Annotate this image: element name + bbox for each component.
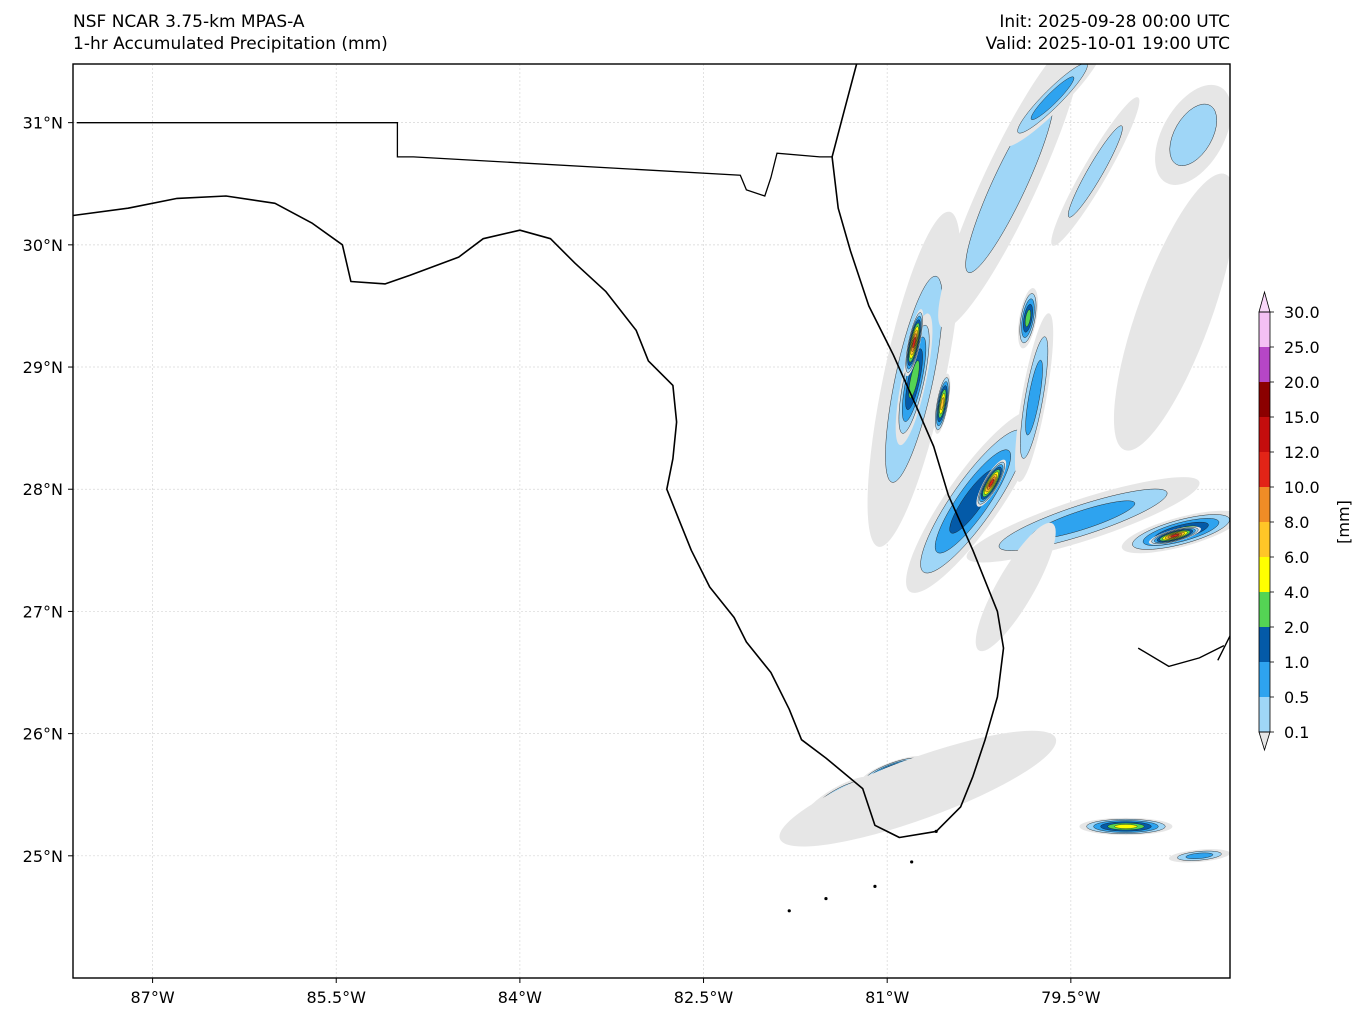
map-frame [72, 63, 1231, 979]
valid-time: Valid: 2025-10-01 19:00 UTC [985, 34, 1230, 54]
colorbar-tick-label: 8.0 [1284, 513, 1309, 532]
precip-contour [1185, 852, 1214, 859]
colorbar-tick-label: 12.0 [1284, 443, 1320, 462]
bahamas-coastline [1217, 635, 1230, 661]
lat-tick-label: 25°N [23, 847, 63, 866]
florida-keys-island [934, 829, 938, 833]
colorbar-tick-label: 20.0 [1284, 373, 1320, 392]
lon-tick-label: 79.5°W [1041, 988, 1101, 1007]
colorbar-segment [1259, 452, 1270, 487]
precip-contour [940, 397, 945, 411]
lat-tick-label: 27°N [23, 602, 63, 621]
colorbar-tick-label: 10.0 [1284, 478, 1320, 497]
precip-contour [779, 730, 1057, 847]
precip-contour [912, 336, 916, 349]
colorbar-segment [1259, 522, 1270, 557]
lat-tick-label: 30°N [23, 236, 63, 255]
colorbar-tick-label: 15.0 [1284, 408, 1320, 427]
colorbar: 0.1 0.5 1.0 2.0 4.0 6.0 8.0 10.0 12.0 15.0 20.0 25.… [1258, 290, 1353, 752]
colorbar-min-arrow [1258, 731, 1271, 752]
colorbar-tick-label: 0.1 [1284, 723, 1309, 742]
lat-tick-label: 28°N [23, 480, 63, 499]
colorbar-segment [1259, 312, 1270, 347]
florida-keys-island [873, 884, 877, 888]
colorbar-tick-label: 0.5 [1284, 688, 1309, 707]
lon-tick-label: 87°W [130, 988, 174, 1007]
colorbar-segment [1259, 697, 1270, 732]
precip-contour [975, 522, 1056, 652]
colorbar-segment [1259, 487, 1270, 522]
colorbar-tick-label: 4.0 [1284, 583, 1309, 602]
florida-keys-island [910, 860, 914, 864]
florida-keys-island [787, 909, 791, 913]
axis-labels: 87°W 85.5°W 84°W 82.5°W 81°W 79.5°W 31°N 30°N 29… [23, 114, 1101, 1007]
model-name: NSF NCAR 3.75-km MPAS-A [73, 12, 305, 32]
colorbar-segment [1259, 662, 1270, 697]
lon-tick-label: 81°W [865, 988, 909, 1007]
lat-tick-label: 26°N [23, 725, 63, 744]
colorbar-max-arrow [1258, 290, 1271, 313]
precip-contour [1170, 533, 1180, 538]
colorbar-tick-label: 6.0 [1284, 548, 1309, 567]
colorbar-tick-label: 25.0 [1284, 338, 1320, 357]
precip-contour [1025, 359, 1043, 436]
precip-contour [988, 479, 994, 488]
colorbar-segment [1259, 347, 1270, 382]
precip-contour [908, 360, 920, 399]
lon-tick-label: 82.5°W [674, 988, 734, 1007]
lat-tick-label: 31°N [23, 114, 63, 133]
precip-contour [1030, 76, 1075, 120]
field-name: 1-hr Accumulated Precipitation (mm) [73, 34, 388, 54]
map-header-left: NSF NCAR 3.75-km MPAS-A 1-hr Accumulated… [73, 11, 388, 55]
lon-tick-label: 84°W [498, 988, 542, 1007]
colorbar-segment [1259, 417, 1270, 452]
lon-tick-label: 85.5°W [307, 988, 367, 1007]
colorbar-tick-label: 2.0 [1284, 618, 1309, 637]
precip-contour [1113, 173, 1230, 451]
precipitation-fill [779, 64, 1230, 863]
colorbar-segment [1259, 592, 1270, 627]
lat-tick-label: 29°N [23, 358, 63, 377]
geography [73, 64, 1230, 913]
colorbar-label: [mm] [1334, 500, 1353, 544]
florida-keys-island [824, 896, 828, 901]
colorbar-segment [1259, 557, 1270, 592]
colorbar-tick-label: 30.0 [1284, 303, 1320, 322]
bahamas-coastline [1137, 644, 1225, 668]
colorbar-segment [1259, 627, 1270, 662]
precip-contour [1067, 125, 1123, 218]
florida-coastline [73, 64, 1005, 839]
precip-contour [1114, 824, 1138, 829]
map-header-right: Init: 2025-09-28 00:00 UTC Valid: 2025-1… [986, 11, 1230, 55]
precip-contour [1169, 103, 1217, 166]
precip-contour [1024, 309, 1031, 327]
init-time: Init: 2025-09-28 00:00 UTC [999, 12, 1230, 32]
colorbar-segment [1259, 382, 1270, 417]
state-border [76, 122, 833, 197]
colorbar-tick-label: 1.0 [1284, 653, 1309, 672]
